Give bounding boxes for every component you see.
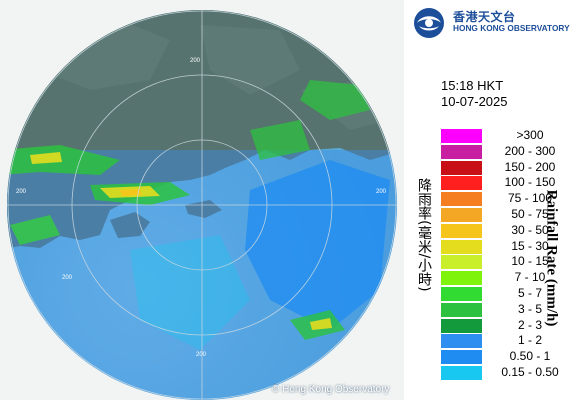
legend-swatch <box>441 286 482 301</box>
legend-swatch <box>441 255 482 270</box>
legend-label: 30 - 50 <box>511 222 549 237</box>
legend-swatch <box>441 271 482 286</box>
legend-label: 0.50 - 1 <box>509 349 551 364</box>
legend-label: 5 - 7 <box>517 285 542 300</box>
legend-label: 100 - 150 <box>504 175 556 190</box>
legend-swatch <box>441 192 482 207</box>
range-label: 200 <box>16 189 27 195</box>
legend-swatch <box>441 207 482 222</box>
legend-label: 2 - 3 <box>517 317 542 332</box>
legend-label: 75 - 100 <box>507 191 553 206</box>
legend-swatch <box>441 350 482 365</box>
legend-swatch <box>441 176 482 191</box>
legend-swatch <box>441 160 482 175</box>
legend-label: 15 - 30 <box>511 238 549 253</box>
legend-label: >300 <box>516 128 544 142</box>
hko-logo: 香港天文台 HONG KONG OBSERVATORY <box>411 6 571 40</box>
org-name-en: HONG KONG OBSERVATORY <box>453 23 570 33</box>
legend-label: 200 - 300 <box>504 143 556 158</box>
legend-label: 50 - 75 <box>511 206 549 221</box>
copyright-text: © Hong Kong Observatory <box>272 384 390 395</box>
legend-label: 150 - 200 <box>504 159 556 174</box>
range-label: 200 <box>376 189 387 195</box>
land-texture <box>30 20 390 130</box>
range-label: 200 <box>190 58 201 64</box>
legend-label: 7 - 10 <box>514 270 546 285</box>
legend-swatch <box>441 144 482 159</box>
legend-swatch <box>441 334 482 349</box>
legend-swatch <box>441 365 482 380</box>
legend-label: 0.15 - 0.50 <box>501 364 559 379</box>
legend-swatch <box>441 318 482 333</box>
org-name-cn: 香港天文台 <box>453 10 516 24</box>
range-rings <box>7 10 397 400</box>
legend-swatch <box>441 223 482 238</box>
hko-emblem-icon <box>414 8 444 38</box>
legend-label: 1 - 2 <box>517 333 542 348</box>
observation-time: 15:18 HKT <box>441 78 504 93</box>
observation-date: 10-07-2025 <box>441 94 508 109</box>
legend-label: 3 - 5 <box>517 301 542 316</box>
legend-title-cn: 降雨率(毫米/小時) <box>416 178 432 292</box>
legend-label: 10 - 15 <box>511 254 549 269</box>
info-panel <box>404 0 577 400</box>
range-label: 200 <box>196 352 207 358</box>
radar-map: 200 200 200 200 200 <box>0 0 404 400</box>
legend-swatch <box>441 239 482 254</box>
legend-swatch <box>441 129 482 143</box>
legend-swatch <box>441 302 482 317</box>
range-label: 200 <box>62 275 73 281</box>
